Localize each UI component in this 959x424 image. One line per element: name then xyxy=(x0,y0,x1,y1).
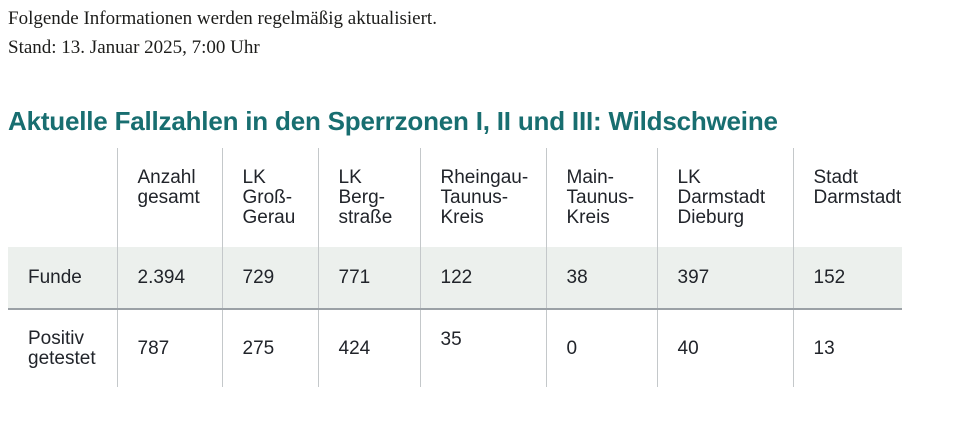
table-cell: 771 xyxy=(317,247,420,310)
table-cell: 35 xyxy=(419,309,546,387)
intro-stand-text: Stand: 13. Januar 2025, 7:00 Uhr xyxy=(8,37,260,58)
row-label-funde: Funde xyxy=(8,247,117,310)
cases-table: Anzahl gesamt LK Groß- Gerau LK Berg- st… xyxy=(8,148,902,387)
table-cell: 40 xyxy=(656,309,793,387)
column-header-lk-darmstadt-dieburg: LK Darmstadt Dieburg xyxy=(656,148,793,247)
column-header-lk-gross-gerau: LK Groß- Gerau xyxy=(221,148,318,247)
table-cell: 13 xyxy=(792,309,902,387)
table-cell: 397 xyxy=(656,247,793,310)
table-cell: 2.394 xyxy=(116,247,222,310)
row-label-positiv-getestet: Positiv getestet xyxy=(28,327,96,369)
column-header-stadt-darmstadt: Stadt Darmstadt xyxy=(792,148,902,247)
table-cell: 787 xyxy=(116,309,222,387)
column-header-main-taunus-kreis: Main- Taunus- Kreis xyxy=(545,148,657,247)
intro-update-text: Folgende Informationen werden regelmäßig… xyxy=(8,8,437,29)
table-cell: 122 xyxy=(419,247,546,310)
table-cell: 38 xyxy=(545,247,657,310)
column-header-rheingau-taunus-kreis: Rheingau- Taunus- Kreis xyxy=(419,148,546,247)
table-cell: 275 xyxy=(221,309,318,387)
table-header: Anzahl gesamt LK Groß- Gerau LK Berg- st… xyxy=(8,148,902,247)
table-row-positiv-getestet: Positiv getestet 787 275 424 35 0 40 13 xyxy=(8,309,902,387)
column-header-empty xyxy=(8,148,117,247)
table-cell: 152 xyxy=(792,247,902,310)
table-cell: 0 xyxy=(545,309,657,387)
table-cell: 424 xyxy=(317,309,420,387)
table-cell: 729 xyxy=(221,247,318,310)
table-row-funde: Funde 2.394 729 771 122 38 397 152 xyxy=(8,247,902,310)
table-header-row: Anzahl gesamt LK Groß- Gerau LK Berg- st… xyxy=(8,148,902,247)
table-body: Funde 2.394 729 771 122 38 397 152 Posit… xyxy=(8,247,902,387)
cases-table-container: Anzahl gesamt LK Groß- Gerau LK Berg- st… xyxy=(8,148,902,387)
section-heading: Aktuelle Fallzahlen in den Sperrzonen I,… xyxy=(8,106,778,136)
column-header-anzahl-gesamt: Anzahl gesamt xyxy=(116,148,222,247)
column-header-lk-bergstrasse: LK Berg- straße xyxy=(317,148,420,247)
intro-block: Folgende Informationen werden regelmäßig… xyxy=(8,4,959,62)
page-content: Folgende Informationen werden regelmäßig… xyxy=(8,4,959,387)
